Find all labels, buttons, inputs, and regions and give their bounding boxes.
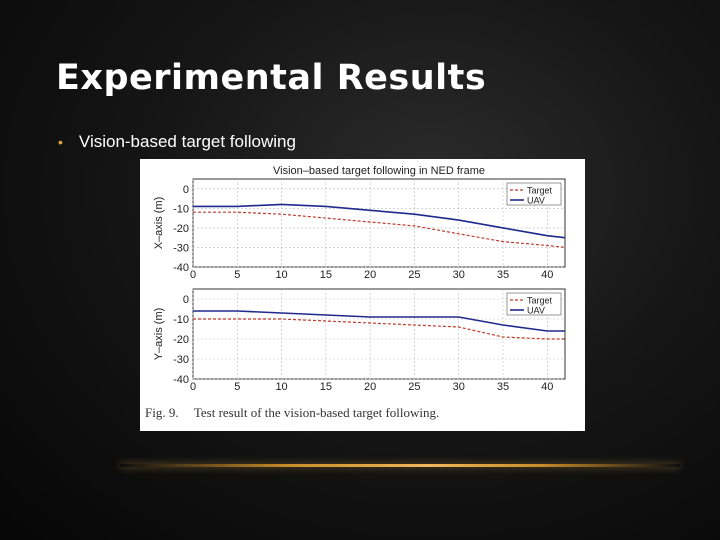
legend-label: Target <box>527 296 553 306</box>
series-line-target <box>193 211 566 248</box>
x-tick-label: 5 <box>234 269 240 281</box>
x-tick-label: 20 <box>364 381 376 393</box>
x-tick-label: 15 <box>320 381 332 393</box>
x-tick-label: 15 <box>320 269 332 281</box>
x-tick-label: 5 <box>234 381 240 393</box>
figure-caption: Fig. 9. Test result of the vision-based … <box>145 405 439 421</box>
legend-label: UAV <box>527 306 545 316</box>
decorative-divider <box>120 464 680 467</box>
y-tick-label: -10 <box>173 203 189 215</box>
caption-text: Test result of the vision-based target f… <box>193 405 440 420</box>
bullet-item: • Vision-based target following <box>58 132 296 152</box>
x-tick-label: 0 <box>190 381 196 393</box>
y-axis-label: Y–axis (m) <box>153 308 165 361</box>
chart-svg: 0 5 10 15 20 25 30 35 40 0 -10 -20 -30 -40 Vision–base… <box>153 165 566 393</box>
legend-label: Target <box>527 186 553 196</box>
y-tick-label: -10 <box>173 314 189 326</box>
figure: 0 5 10 15 20 25 30 35 40 0 -10 -20 -30 -40 Vision–base… <box>140 159 585 431</box>
y-tick-label: -20 <box>173 334 189 346</box>
y-tick-label: -20 <box>173 223 189 235</box>
y-tick-label: -30 <box>173 354 189 366</box>
bullet-text: Vision-based target following <box>78 132 296 151</box>
x-tick-label: 35 <box>497 381 509 393</box>
series-line-uav <box>193 203 566 239</box>
y-tick-label: 0 <box>183 294 189 306</box>
x-tick-label: 10 <box>275 269 287 281</box>
x-tick-label: 30 <box>453 381 465 393</box>
bullet-dot-icon: • <box>58 134 63 150</box>
x-tick-label: 25 <box>408 269 420 281</box>
y-tick-label: -40 <box>173 374 189 386</box>
x-tick-label: 0 <box>190 269 196 281</box>
series-line-target <box>193 318 565 340</box>
y-axis-label: X–axis (m) <box>153 197 165 250</box>
y-tick-label: 0 <box>183 184 189 196</box>
chart-title: Vision–based target following in NED fra… <box>273 165 485 177</box>
y-tick-label: -30 <box>173 242 189 254</box>
caption-fig-label: Fig. 9. <box>145 405 179 420</box>
slide-title: Experimental Results <box>56 58 487 98</box>
legend-label: UAV <box>527 196 545 206</box>
x-tick-label: 30 <box>453 269 465 281</box>
x-tick-label: 25 <box>408 381 420 393</box>
y-tick-label: -40 <box>173 262 189 274</box>
x-tick-label: 20 <box>364 269 376 281</box>
series-line-uav <box>193 310 565 332</box>
x-tick-label: 40 <box>541 269 553 281</box>
x-tick-label: 35 <box>497 269 509 281</box>
x-tick-label: 10 <box>275 381 287 393</box>
x-tick-label: 40 <box>541 381 553 393</box>
